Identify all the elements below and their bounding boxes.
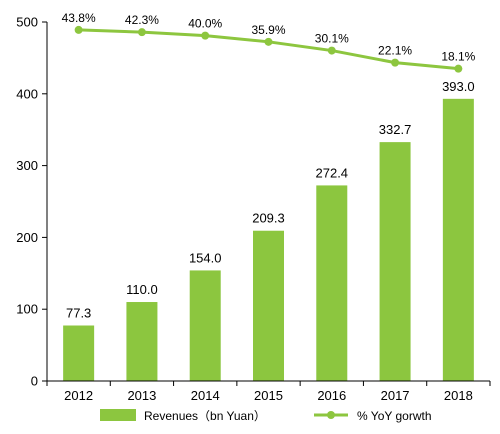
growth-data-label: 42.3% bbox=[125, 13, 159, 27]
growth-data-label: 30.1% bbox=[315, 32, 349, 46]
bar-data-label: 272.4 bbox=[316, 165, 349, 180]
growth-point bbox=[327, 46, 336, 55]
x-tick-label: 2017 bbox=[381, 388, 410, 403]
y-tick-label: 400 bbox=[16, 86, 38, 101]
x-tick-label: 2015 bbox=[254, 388, 283, 403]
y-tick-label: 200 bbox=[16, 230, 38, 245]
growth-line-series: 43.8% 42.3% 40.0% 35.9% 30.1% 22.1% 18.1% bbox=[62, 11, 476, 73]
y-tick-label: 100 bbox=[16, 302, 38, 317]
growth-point bbox=[454, 64, 463, 73]
bar bbox=[253, 230, 284, 381]
x-tick-label: 2012 bbox=[64, 388, 93, 403]
legend-label-revenues: Revenues（bn Yuan） bbox=[144, 409, 266, 423]
bar bbox=[316, 185, 348, 381]
y-axis: 0 100 200 300 400 500 bbox=[16, 15, 48, 389]
bar bbox=[189, 270, 221, 381]
bar-data-label: 110.0 bbox=[126, 282, 158, 297]
growth-point bbox=[264, 37, 273, 46]
x-tick-label: 2013 bbox=[127, 388, 156, 403]
legend-marker-growth bbox=[327, 411, 335, 419]
x-tick-label: 2014 bbox=[191, 388, 220, 403]
bar-data-label: 332.7 bbox=[379, 122, 412, 137]
growth-point bbox=[74, 25, 83, 34]
y-tick-label: 0 bbox=[31, 374, 38, 389]
bar-data-label: 77.3 bbox=[66, 305, 91, 320]
growth-data-label: 43.8% bbox=[62, 11, 96, 25]
bar bbox=[379, 142, 411, 381]
growth-data-label: 22.1% bbox=[378, 44, 412, 58]
y-tick-label: 500 bbox=[16, 15, 38, 30]
bar bbox=[126, 302, 158, 381]
growth-data-label: 35.9% bbox=[251, 23, 285, 37]
growth-point bbox=[137, 28, 146, 37]
legend-label-growth: % YoY gorwth bbox=[357, 409, 432, 423]
legend: Revenues（bn Yuan） % YoY gorwth bbox=[100, 409, 432, 423]
bar-data-label: 209.3 bbox=[252, 211, 285, 226]
bar-data-label: 154.0 bbox=[189, 250, 222, 265]
x-tick-label: 2016 bbox=[317, 388, 346, 403]
growth-point bbox=[201, 31, 210, 40]
growth-data-label: 40.0% bbox=[188, 17, 222, 31]
growth-data-label: 18.1% bbox=[441, 50, 475, 64]
growth-point bbox=[391, 58, 400, 67]
x-tick-label: 2018 bbox=[444, 388, 473, 403]
bar bbox=[63, 325, 95, 381]
bars: 77.3 110.0 154.0 209.3 272.4 332.7 393.0 bbox=[63, 79, 475, 382]
bar-data-label: 393.0 bbox=[442, 79, 475, 94]
bar bbox=[442, 98, 474, 382]
y-tick-label: 300 bbox=[16, 158, 38, 173]
legend-swatch-revenues bbox=[100, 409, 136, 421]
x-axis: 2012 2013 2014 2015 2016 2017 2018 bbox=[46, 380, 491, 403]
